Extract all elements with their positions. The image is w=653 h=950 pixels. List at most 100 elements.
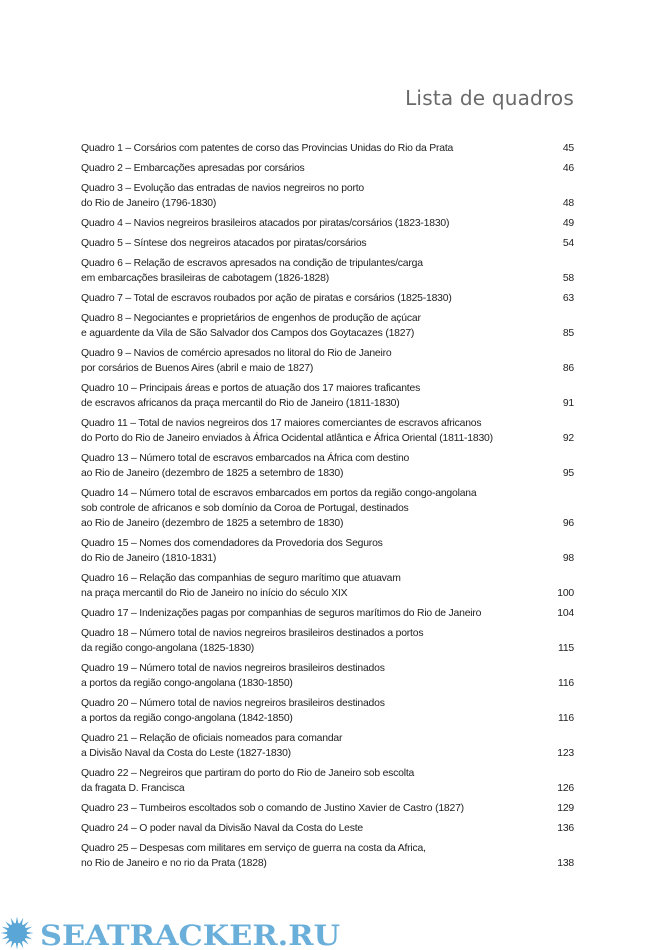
page-number: 49: [562, 218, 574, 229]
entry-title-line: de escravos africanos da praça mercantil…: [81, 398, 400, 409]
entry-title-line: Quadro 17 – Indenizações pagas por compa…: [81, 608, 482, 619]
entry-title-line: a Divisão Naval da Costa do Leste (1827-…: [81, 748, 291, 759]
page-number: 96: [562, 518, 574, 529]
entry-title-line: Quadro 13 – Número total de escravos emb…: [81, 453, 410, 464]
page-number: 123: [557, 748, 574, 759]
list-item[interactable]: Quadro 19 – Número total de navios negre…: [81, 661, 574, 691]
list-item[interactable]: Quadro 3 – Evolução das entradas de navi…: [81, 181, 574, 211]
page-number: 104: [557, 608, 574, 619]
sun-ray: [24, 926, 33, 931]
sun-logo-icon: [0, 916, 34, 950]
entry-title-line: Quadro 14 – Número total de escravos emb…: [81, 488, 477, 499]
entry-title-line: e aguardente da Vila de São Salvador dos…: [81, 328, 415, 339]
sun-ray: [15, 916, 19, 925]
entry-title: Quadro 25 – Despesas com militares em se…: [81, 841, 549, 871]
entry-title-line: Quadro 19 – Número total de navios negre…: [81, 663, 385, 674]
entry-title-line: Quadro 10 – Principais áreas e portos de…: [81, 383, 421, 394]
sun-ray: [1, 926, 10, 931]
entry-title-line: da região congo-angolana (1825-1830): [81, 643, 255, 654]
entry-title-line: ao Rio de Janeiro (dezembro de 1825 a se…: [81, 518, 344, 529]
list-item[interactable]: Quadro 21 – Relação de oficiais nomeados…: [81, 731, 574, 761]
entry-title-line: a portos da região congo-angolana (1842-…: [81, 713, 293, 724]
list-item[interactable]: Quadro 4 – Navios negreiros brasileiros …: [81, 216, 574, 231]
list-item[interactable]: Quadro 2 – Embarcações apresadas por cor…: [81, 161, 574, 176]
entry-title-line: Quadro 25 – Despesas com militares em se…: [81, 843, 426, 854]
list-item[interactable]: Quadro 6 – Relação de escravos apresados…: [81, 256, 574, 286]
entry-title: Quadro 22 – Negreiros que partiram do po…: [81, 766, 549, 796]
list-of-tables: Quadro 1 – Corsários com patentes de cor…: [81, 141, 574, 876]
entry-title: Quadro 3 – Evolução das entradas de navi…: [81, 181, 549, 211]
list-item[interactable]: Quadro 10 – Principais áreas e portos de…: [81, 381, 574, 411]
entry-title: Quadro 1 – Corsários com patentes de cor…: [81, 141, 549, 156]
page-number: 138: [557, 858, 574, 869]
entry-title: Quadro 18 – Número total de navios negre…: [81, 626, 549, 656]
entry-title-line: Quadro 18 – Número total de navios negre…: [81, 628, 424, 639]
entry-title: Quadro 19 – Número total de navios negre…: [81, 661, 549, 691]
entry-title: Quadro 13 – Número total de escravos emb…: [81, 451, 549, 481]
list-item[interactable]: Quadro 11 – Total de navios negreiros do…: [81, 416, 574, 446]
entry-title-line: a portos da região congo-angolana (1830-…: [81, 678, 293, 689]
watermark-text: SEATRACKER.RU: [40, 919, 340, 950]
sun-ray: [22, 921, 29, 928]
entry-title-line: na praça mercantil do Rio de Janeiro no …: [81, 588, 348, 599]
entry-title: Quadro 11 – Total de navios negreiros do…: [81, 416, 549, 446]
list-item[interactable]: Quadro 17 – Indenizações pagas por compa…: [81, 606, 574, 621]
entry-title: Quadro 16 – Relação das companhias de se…: [81, 571, 549, 601]
list-item[interactable]: Quadro 20 – Número total de navios negre…: [81, 696, 574, 726]
entry-title-line: sob controle de africanos e sob domínio …: [81, 503, 409, 514]
entry-title-line: Quadro 11 – Total de navios negreiros do…: [81, 418, 482, 429]
page-number: 92: [562, 433, 574, 444]
page-number: 85: [562, 328, 574, 339]
entry-title-line: Quadro 21 – Relação de oficiais nomeados…: [81, 733, 343, 744]
list-item[interactable]: Quadro 5 – Síntese dos negreiros atacado…: [81, 236, 574, 251]
list-item[interactable]: Quadro 8 – Negociantes e proprietários d…: [81, 311, 574, 341]
list-item[interactable]: Quadro 23 – Tumbeiros escoltados sob o c…: [81, 801, 574, 816]
sun-ray: [25, 931, 34, 935]
page-number: 46: [562, 163, 574, 174]
entry-title: Quadro 2 – Embarcações apresadas por cor…: [81, 161, 549, 176]
list-item[interactable]: Quadro 13 – Número total de escravos emb…: [81, 451, 574, 481]
page-number: 126: [557, 783, 574, 794]
entry-title-line: Quadro 15 – Nomes dos comendadores da Pr…: [81, 538, 383, 549]
entry-title-line: em embarcações brasileiras de cabotagem …: [81, 273, 329, 284]
entry-title-line: Quadro 20 – Número total de navios negre…: [81, 698, 385, 709]
sun-ray: [5, 921, 12, 928]
entry-title: Quadro 6 – Relação de escravos apresados…: [81, 256, 549, 286]
list-item[interactable]: Quadro 15 – Nomes dos comendadores da Pr…: [81, 536, 574, 566]
page-number: 136: [557, 823, 574, 834]
entry-title-line: Quadro 1 – Corsários com patentes de cor…: [81, 143, 454, 154]
list-item[interactable]: Quadro 16 – Relação das companhias de se…: [81, 571, 574, 601]
list-item[interactable]: Quadro 24 – O poder naval da Divisão Nav…: [81, 821, 574, 836]
page-number: 45: [562, 143, 574, 154]
list-item[interactable]: Quadro 14 – Número total de escravos emb…: [81, 486, 574, 531]
page-title: Lista de quadros: [405, 86, 574, 110]
list-item[interactable]: Quadro 9 – Navios de comércio apresados …: [81, 346, 574, 376]
entry-title-line: do Rio de Janeiro (1810-1831): [81, 553, 217, 564]
entry-title-line: Quadro 16 – Relação das companhias de se…: [81, 573, 401, 584]
list-item[interactable]: Quadro 22 – Negreiros que partiram do po…: [81, 766, 574, 796]
entry-title: Quadro 5 – Síntese dos negreiros atacado…: [81, 236, 549, 251]
entry-title: Quadro 17 – Indenizações pagas por compa…: [81, 606, 549, 621]
entry-title-line: Quadro 22 – Negreiros que partiram do po…: [81, 768, 415, 779]
entry-title-line: Quadro 7 – Total de escravos roubados po…: [81, 293, 452, 304]
entry-title: Quadro 10 – Principais áreas e portos de…: [81, 381, 549, 411]
list-item[interactable]: Quadro 1 – Corsários com patentes de cor…: [81, 141, 574, 156]
entry-title-line: da fragata D. Francisca: [81, 783, 185, 794]
entry-title-line: Quadro 6 – Relação de escravos apresados…: [81, 258, 423, 269]
sun-ray: [19, 940, 24, 949]
entry-title: Quadro 7 – Total de escravos roubados po…: [81, 291, 549, 306]
entry-title-line: Quadro 3 – Evolução das entradas de navi…: [81, 183, 364, 194]
entry-title-line: Quadro 9 – Navios de comércio apresados …: [81, 348, 392, 359]
list-item[interactable]: Quadro 7 – Total de escravos roubados po…: [81, 291, 574, 306]
list-item[interactable]: Quadro 18 – Número total de navios negre…: [81, 626, 574, 656]
entry-title: Quadro 4 – Navios negreiros brasileiros …: [81, 216, 549, 231]
page-number: 54: [562, 238, 574, 249]
entry-title: Quadro 15 – Nomes dos comendadores da Pr…: [81, 536, 549, 566]
entry-title: Quadro 23 – Tumbeiros escoltados sob o c…: [81, 801, 549, 816]
list-item[interactable]: Quadro 25 – Despesas com militares em se…: [81, 841, 574, 871]
sun-ray: [15, 941, 19, 950]
entry-title: Quadro 20 – Número total de navios negre…: [81, 696, 549, 726]
page-number: 95: [562, 468, 574, 479]
page-number: 91: [562, 398, 574, 409]
entry-title: Quadro 8 – Negociantes e proprietários d…: [81, 311, 549, 341]
